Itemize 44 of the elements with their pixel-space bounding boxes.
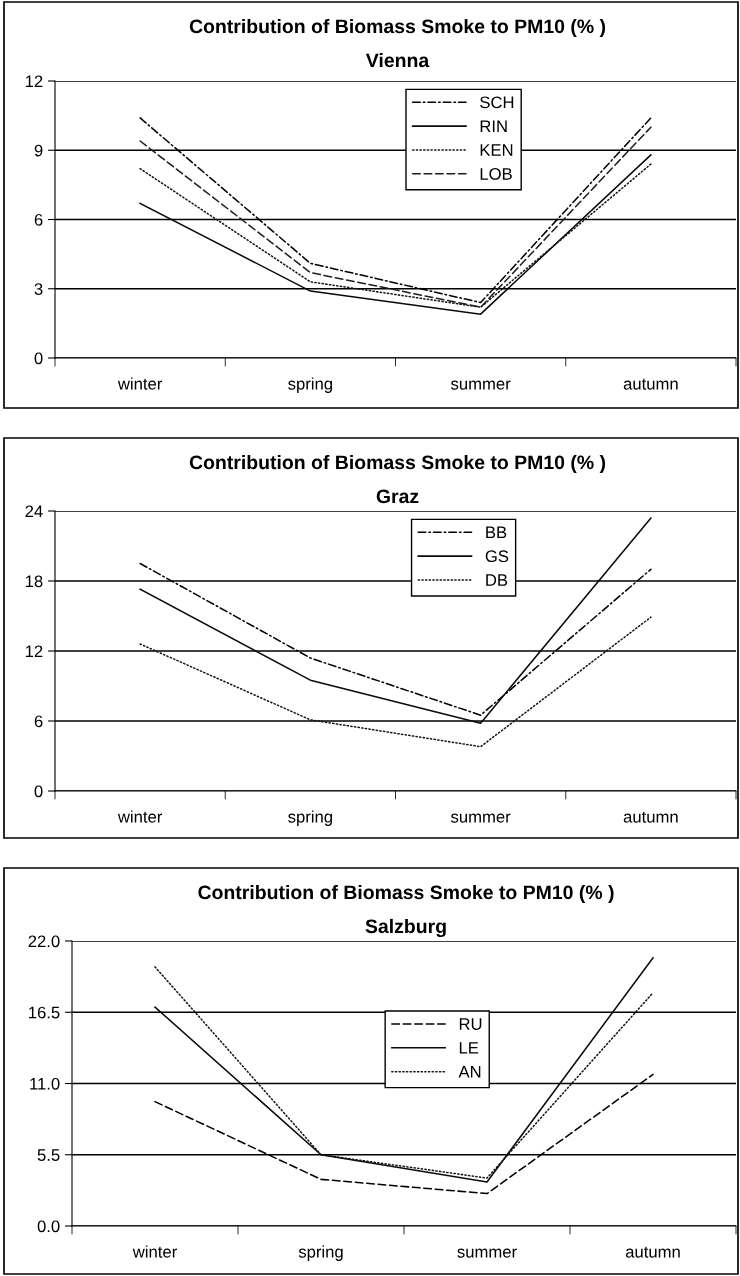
x-tick-label: autumn — [623, 811, 678, 823]
x-tick-label: spring — [288, 810, 332, 826]
legend-label: DB — [486, 574, 508, 586]
y-tick-label: 24 — [25, 505, 43, 518]
legend-label: RU — [459, 1018, 482, 1030]
y-tick-label: 18 — [25, 575, 43, 588]
chart-subtitle: Vienna — [365, 52, 430, 68]
legend-label: GS — [485, 550, 509, 563]
line-series — [139, 616, 652, 748]
x-tick-label: winter — [117, 377, 163, 390]
chart-subtitle: Salzburg — [365, 918, 446, 938]
chart-title: Contribution of Biomass Smoke to PM10 (% ) — [189, 454, 606, 474]
x-tick-label: winter — [117, 810, 163, 823]
legend-label: SCH — [480, 96, 514, 109]
y-tick-label: 11.0 — [30, 1077, 60, 1090]
y-tick-label: 6 — [34, 213, 43, 226]
legend-label: RIN — [480, 120, 507, 132]
legend-label: AN — [458, 1066, 481, 1078]
y-tick-label: 12 — [25, 645, 43, 658]
x-tick-label: spring — [298, 1245, 343, 1261]
chart-title: Contribution of Biomass Smoke to PM10 (% ) — [189, 18, 606, 38]
y-tick-label: 5.5 — [37, 1149, 60, 1161]
y-tick-label: 0 — [34, 352, 43, 365]
x-tick-label: summer — [451, 813, 511, 823]
y-tick-label: 9 — [34, 144, 43, 157]
y-tick-label: 16.5 — [29, 1006, 60, 1019]
y-tick-label: 12 — [25, 75, 43, 88]
x-tick-label: summer — [451, 380, 511, 390]
y-tick-label: 3 — [34, 283, 43, 295]
x-tick-label: winter — [132, 1245, 177, 1258]
x-tick-label: autumn — [625, 1246, 680, 1258]
legend-label: LE — [459, 1042, 479, 1054]
y-tick-label: 22.0 — [28, 935, 60, 948]
legend-label: LOB — [480, 168, 512, 180]
x-tick-label: autumn — [623, 378, 678, 390]
legend-label: KEN — [480, 144, 513, 156]
y-tick-label: 0 — [34, 785, 43, 798]
x-tick-label: summer — [457, 1248, 517, 1258]
y-tick-label: 0.0 — [37, 1220, 60, 1233]
legend-label: BB — [486, 526, 507, 539]
chart-subtitle: Graz — [376, 489, 419, 504]
chart-title: Contribution of Biomass Smoke to PM10 (% ) — [198, 884, 614, 904]
y-tick-label: 6 — [34, 715, 43, 728]
x-tick-label: spring — [288, 377, 332, 393]
